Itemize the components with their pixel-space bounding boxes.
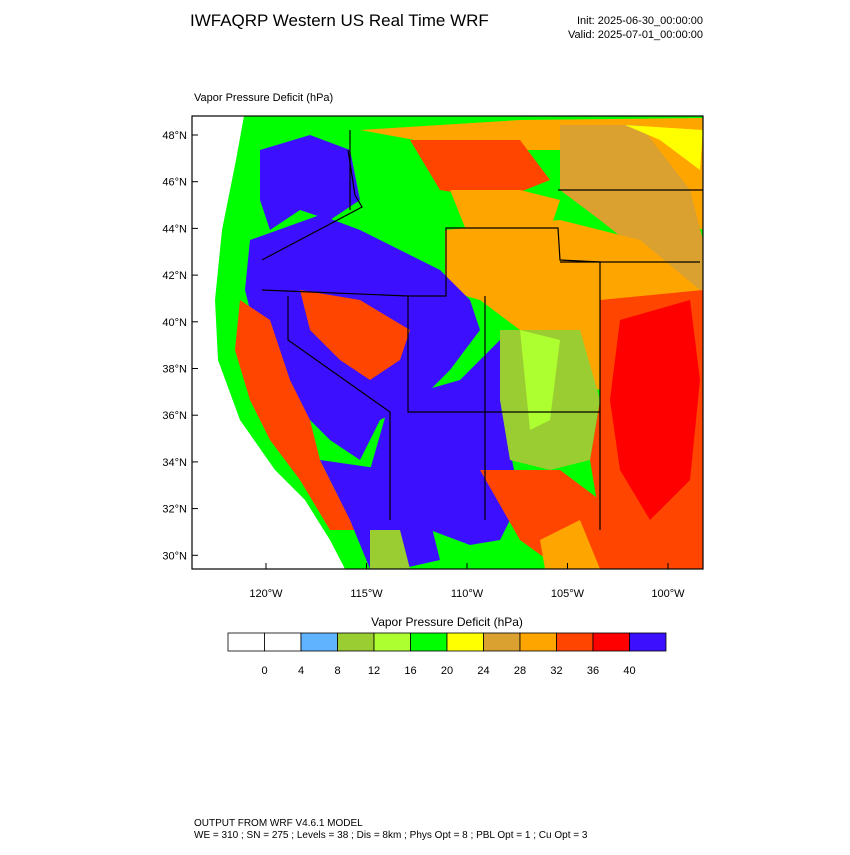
colorbar-label: 0 bbox=[261, 665, 267, 677]
colorbar: 0 4 8 12 16 20 24 28 32 36 40 bbox=[227, 632, 667, 677]
colorbar-box bbox=[446, 632, 484, 652]
colorbar-box bbox=[592, 632, 630, 652]
footer-line: WE = 310 ; SN = 275 ; Levels = 38 ; Dis … bbox=[194, 830, 588, 841]
lat-label: 42°N bbox=[162, 270, 187, 282]
lon-label: 120°W bbox=[249, 588, 283, 600]
colorbar-box bbox=[629, 632, 667, 652]
colorbar-box bbox=[483, 632, 521, 652]
footer-line: OUTPUT FROM WRF V4.6.1 MODEL bbox=[194, 818, 363, 829]
colorbar-box bbox=[227, 632, 265, 652]
colorbar-box bbox=[556, 632, 594, 652]
colorbar-label: 24 bbox=[477, 665, 489, 677]
map-label: Vapor Pressure Deficit (hPa) bbox=[194, 92, 333, 104]
valid-time: Valid: 2025-07-01_00:00:00 bbox=[568, 29, 703, 41]
colorbar-box bbox=[300, 632, 338, 652]
colorbar-label: 36 bbox=[587, 665, 599, 677]
colorbar-label: 20 bbox=[441, 665, 453, 677]
colorbar-box bbox=[519, 632, 557, 652]
title: IWFAQRP Western US Real Time WRF bbox=[190, 11, 489, 30]
lon-label: 110°W bbox=[451, 588, 484, 600]
colorbar-box bbox=[337, 632, 375, 652]
colorbar-box bbox=[410, 632, 448, 652]
colorbar-label: 28 bbox=[514, 665, 526, 677]
lon-label: 105°W bbox=[551, 588, 585, 600]
lon-label: 115°W bbox=[350, 588, 383, 600]
colorbar-title: Vapor Pressure Deficit (hPa) bbox=[371, 615, 523, 629]
colorbar-label: 32 bbox=[550, 665, 562, 677]
lat-label: 34°N bbox=[162, 457, 187, 469]
init-time: Init: 2025-06-30_00:00:00 bbox=[577, 15, 703, 27]
colorbar-label: 12 bbox=[368, 665, 380, 677]
lat-label: 40°N bbox=[162, 317, 187, 329]
colorbar-box bbox=[264, 632, 302, 652]
lat-label: 32°N bbox=[162, 504, 187, 516]
colorbar-label: 4 bbox=[298, 665, 304, 677]
lat-label: 46°N bbox=[162, 177, 187, 189]
lat-label: 38°N bbox=[162, 364, 187, 376]
colorbar-label: 8 bbox=[334, 665, 340, 677]
lat-label: 30°N bbox=[162, 550, 187, 562]
colorbar-label: 40 bbox=[623, 665, 635, 677]
colorbar-box bbox=[373, 632, 411, 652]
lat-label: 48°N bbox=[162, 130, 187, 142]
map: 48°N 46°N 44°N 42°N 40°N 38°N 36°N 34°N 32°N 30°N… bbox=[162, 115, 704, 600]
lat-label: 44°N bbox=[162, 223, 187, 235]
lon-label: 100°W bbox=[651, 588, 685, 600]
colorbar-label: 16 bbox=[404, 665, 416, 677]
lat-label: 36°N bbox=[162, 410, 187, 422]
